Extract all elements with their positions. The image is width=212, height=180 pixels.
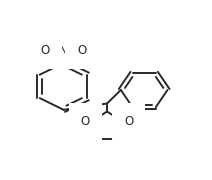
Text: O: O: [124, 115, 134, 128]
Text: O: O: [77, 44, 86, 57]
Text: O: O: [41, 44, 50, 57]
Text: O: O: [81, 115, 90, 128]
Text: N: N: [59, 44, 68, 57]
